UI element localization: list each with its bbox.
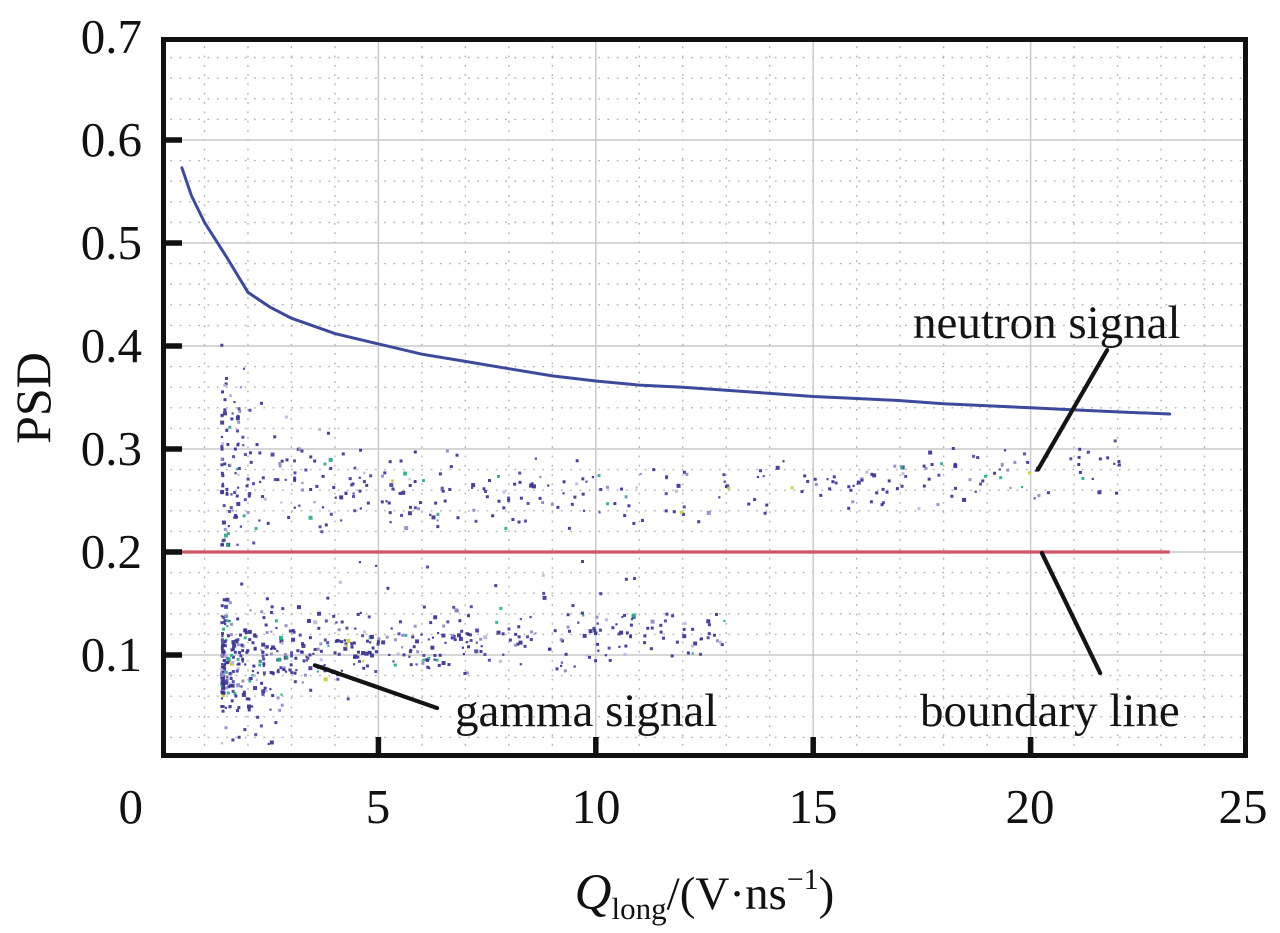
x-tick-label-5: 5 bbox=[365, 779, 391, 834]
x-axis-unit-close: ) bbox=[818, 868, 835, 920]
boundary-line-label: boundary line bbox=[920, 685, 1180, 737]
y-tick-label-0.5: 0.5 bbox=[80, 215, 142, 270]
y-tick-label-0.6: 0.6 bbox=[80, 112, 142, 167]
y-tick-label-0.2: 0.2 bbox=[80, 524, 142, 579]
gamma-signal-label: gamma signal bbox=[455, 685, 718, 737]
y-tick-label-0.3: 0.3 bbox=[80, 421, 142, 476]
x-axis-title: Qlong/(V·ns−1) bbox=[161, 845, 1248, 933]
y-tick-label-0.4: 0.4 bbox=[80, 318, 142, 373]
y-tick-label-0.1: 0.1 bbox=[80, 627, 142, 682]
x-axis-symbol: Q bbox=[574, 865, 612, 921]
x-axis-subscript: long bbox=[611, 891, 667, 926]
x-tick-label-20: 20 bbox=[1005, 779, 1055, 834]
y-axis-title: PSD bbox=[5, 352, 61, 444]
plot-area bbox=[161, 37, 1248, 758]
neutron-signal-label: neutron signal bbox=[913, 297, 1181, 349]
x-axis-exponent: −1 bbox=[786, 863, 819, 896]
x-axis-unit: /(V·ns bbox=[666, 868, 787, 920]
x-tick-label-0: 0 bbox=[118, 779, 144, 834]
x-tick-label-15: 15 bbox=[788, 779, 838, 834]
x-tick-label-25: 25 bbox=[1218, 779, 1268, 834]
x-tick-label-10: 10 bbox=[571, 779, 621, 834]
y-tick-label-0.7: 0.7 bbox=[80, 9, 142, 64]
